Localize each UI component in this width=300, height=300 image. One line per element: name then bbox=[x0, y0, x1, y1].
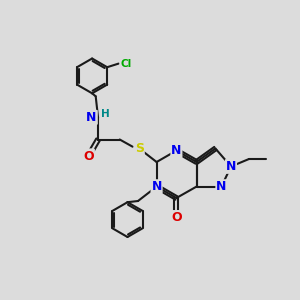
Text: O: O bbox=[171, 211, 182, 224]
Text: N: N bbox=[216, 180, 226, 193]
Text: N: N bbox=[86, 111, 97, 124]
Text: O: O bbox=[171, 211, 182, 224]
Text: N: N bbox=[86, 111, 97, 124]
Text: S: S bbox=[135, 142, 144, 155]
Text: N: N bbox=[171, 144, 182, 157]
Text: Cl: Cl bbox=[120, 58, 132, 69]
Text: S: S bbox=[135, 142, 144, 155]
Text: H: H bbox=[101, 109, 110, 119]
Text: O: O bbox=[83, 149, 94, 163]
Text: Cl: Cl bbox=[120, 58, 132, 69]
Text: O: O bbox=[83, 149, 94, 163]
Text: N: N bbox=[152, 180, 162, 193]
Text: H: H bbox=[101, 109, 110, 119]
Text: N: N bbox=[226, 160, 236, 173]
